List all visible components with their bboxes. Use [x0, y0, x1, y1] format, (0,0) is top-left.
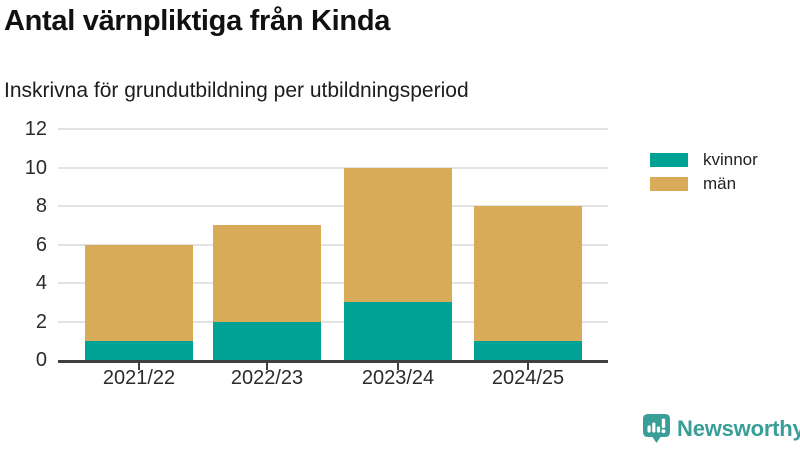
x-tick-2024/25 — [527, 363, 529, 370]
x-tick-label-2024/25: 2024/25 — [491, 367, 565, 389]
gridline-8 — [58, 205, 608, 207]
gridline-10 — [58, 166, 608, 169]
x-tick-label-2021/22: 2021/22 — [102, 367, 176, 389]
bar-segment-män-2024/25 — [474, 206, 582, 341]
y-tick-label-10: 10 — [24, 156, 47, 179]
y-tick-label-4: 4 — [35, 272, 47, 294]
newsworthy-logo-text: Newsworthy — [677, 416, 800, 441]
legend-label-män: män — [703, 174, 737, 193]
bar-segment-kvinnor-2022/23 — [213, 321, 321, 360]
x-tick-2021/22 — [138, 363, 140, 370]
legend-label-kvinnor: kvinnor — [703, 150, 758, 169]
chart-subtitle: Inskrivna för grundutbildning per utbild… — [4, 79, 469, 102]
newsworthy-logo[interactable]: Newsworthy — [643, 414, 800, 444]
y-tick-label-8: 8 — [35, 195, 47, 217]
x-tick-label-2023/24: 2023/24 — [361, 367, 435, 389]
y-tick-label-6: 6 — [35, 233, 47, 256]
plot-area — [58, 128, 608, 370]
bar-segment-män-2021/22 — [85, 244, 193, 341]
bar-segment-män-2022/23 — [213, 225, 321, 322]
legend-swatch-män — [650, 177, 688, 191]
x-tick-2022/23 — [266, 363, 268, 370]
gridline-2 — [58, 320, 608, 323]
gridline-12 — [58, 128, 608, 130]
gridline-4 — [58, 282, 608, 284]
legend-item-män: män — [650, 174, 758, 194]
legend-swatch-kvinnor — [650, 153, 688, 167]
gridline-6 — [58, 243, 608, 246]
chart-title: Antal värnpliktiga från Kinda — [4, 5, 391, 37]
bar-segment-kvinnor-2023/24 — [344, 302, 452, 360]
y-tick-label-0: 0 — [35, 349, 47, 371]
y-tick-label-2: 2 — [35, 310, 47, 333]
legend-item-kvinnor: kvinnor — [650, 150, 758, 170]
y-tick-label-12: 12 — [24, 118, 47, 140]
y-axis-labels: 0 2 4 6 8 10 12 — [0, 0, 47, 450]
bar-segment-kvinnor-2024/25 — [474, 340, 582, 360]
x-tick-2023/24 — [397, 363, 399, 370]
bar-segment-män-2023/24 — [344, 167, 452, 303]
x-tick-label-2022/23: 2022/23 — [230, 367, 304, 389]
legend: kvinnor män — [650, 150, 758, 198]
newsworthy-logo-icon — [643, 414, 670, 443]
bar-segment-kvinnor-2021/22 — [85, 340, 193, 360]
